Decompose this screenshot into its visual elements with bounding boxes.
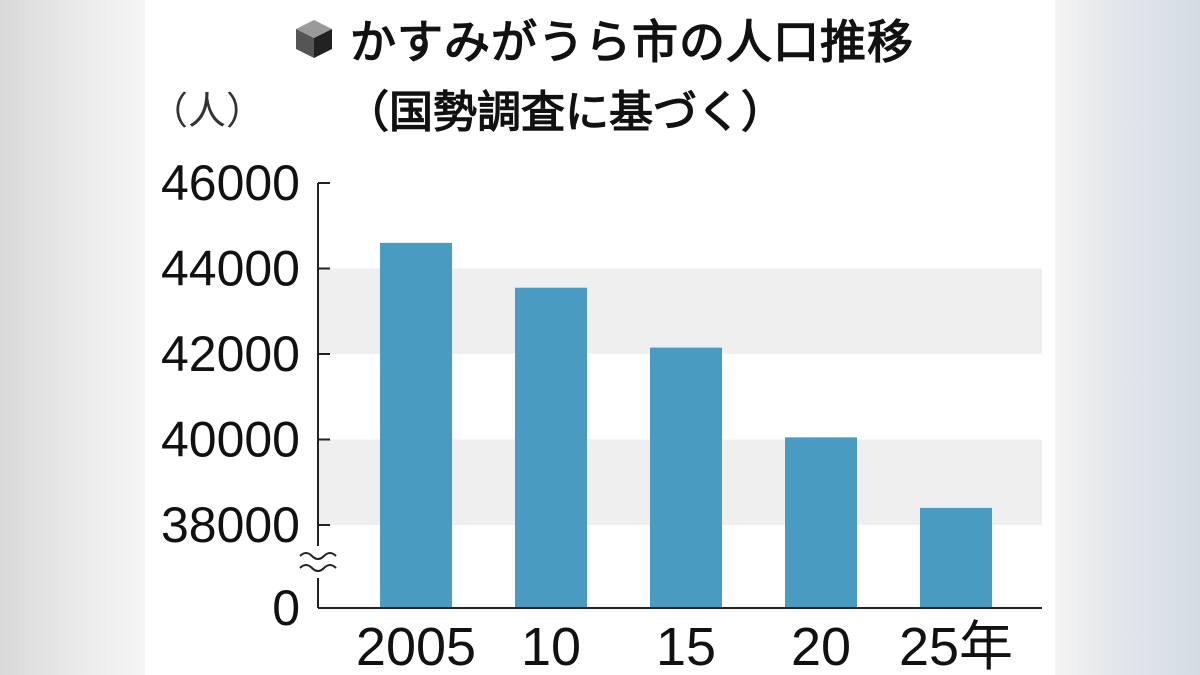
bar-10 (515, 287, 587, 608)
y-unit-label: （人） (150, 89, 265, 133)
chart-title: かすみがうら市の人口推移 (350, 15, 914, 69)
y-tick-label: 38000 (161, 497, 300, 553)
bar-20 (785, 437, 857, 608)
bar-2005 (380, 242, 452, 608)
bar-15 (650, 347, 722, 608)
x-tick-label: 25年 (899, 617, 1013, 675)
y-tick-label: 42000 (161, 326, 300, 382)
chart-subtitle: （国勢調査に基づく） (345, 87, 785, 138)
x-tick-label: 10 (521, 617, 581, 675)
axis-break-mark (299, 552, 337, 560)
x-tick-label: 2005 (356, 617, 476, 675)
y-tick-label-zero: 0 (272, 580, 300, 636)
x-tick-label: 15 (656, 617, 716, 675)
y-tick-label: 44000 (161, 241, 300, 297)
x-tick-label: 20 (791, 617, 851, 675)
bar-25年 (920, 507, 992, 608)
y-tick-label: 40000 (161, 412, 300, 468)
y-tick-label: 46000 (161, 155, 300, 211)
axis-break-mark (299, 564, 337, 572)
cube-icon (296, 20, 332, 58)
